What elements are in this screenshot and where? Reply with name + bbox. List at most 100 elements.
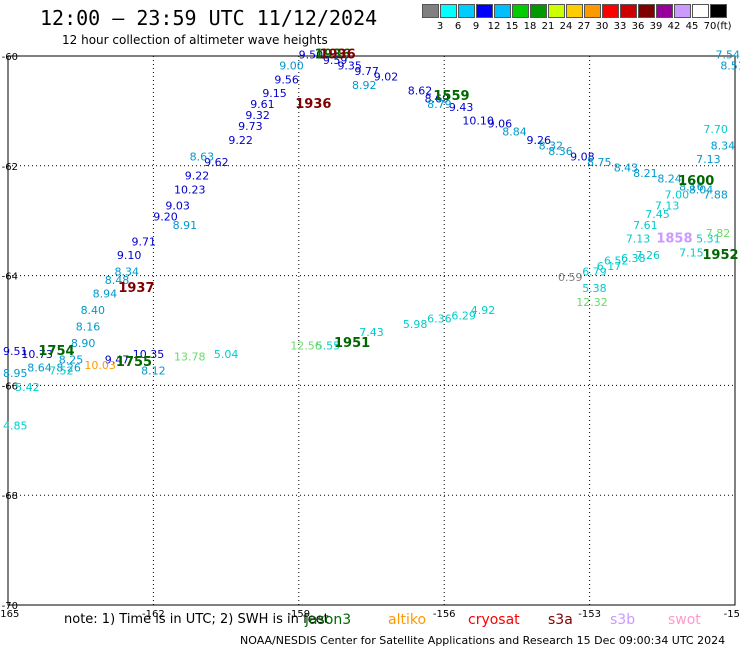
wave-height-label: 9.62 <box>204 156 229 169</box>
wave-height-label: 7.43 <box>359 326 384 339</box>
wave-height-label: 9.71 <box>131 235 156 248</box>
pass-time-label: 1937 <box>118 281 154 296</box>
wave-height-label: 13.78 <box>174 351 206 364</box>
legend-label: 18 <box>523 21 537 32</box>
wave-height-label: 8.24 <box>657 172 682 185</box>
y-tick-label: -68 <box>2 491 18 502</box>
legend-swatch <box>620 4 637 18</box>
wave-height-label: 5.38 <box>582 282 607 295</box>
wave-height-label: 9.50 <box>299 49 324 62</box>
wave-height-label: 6.79 <box>582 266 607 279</box>
wave-height-label: 8.90 <box>71 337 96 350</box>
pass-time-label: 1559 <box>433 89 469 104</box>
wave-height-label: 7.15 <box>679 246 704 259</box>
wave-height-label: 9.73 <box>238 120 263 133</box>
wave-height-label: 4.85 <box>3 419 28 432</box>
legend-swatch <box>656 4 673 18</box>
wave-height-label: 9.22 <box>228 134 253 147</box>
wave-height-label: 6.38 <box>621 252 646 265</box>
wave-height-label: 8.95 <box>3 367 28 380</box>
wave-height-label: 9.20 <box>153 211 178 224</box>
pass-time-label: 1951 <box>334 336 370 351</box>
wave-height-label: 6.17 <box>597 260 622 273</box>
pass-time-label: 1754 <box>38 344 74 359</box>
pass-time-label: 1936 <box>295 97 331 112</box>
legend-swatch <box>476 4 493 18</box>
wave-height-label: 9.77 <box>354 65 379 78</box>
wave-height-label: 8.21 <box>633 167 658 180</box>
color-legend: 3 6 9 12 15 18 21 24 27 30 33 36 39 42 45 70 (ft) <box>422 4 732 32</box>
legend-swatch <box>440 4 457 18</box>
wave-height-label: 8.91 <box>173 219 198 232</box>
wave-height-label: 7.26 <box>636 249 661 262</box>
y-tick-label: -66 <box>2 381 18 392</box>
wave-height-label: 7.54 <box>715 49 740 62</box>
wave-height-label: 8.12 <box>141 364 166 377</box>
legend-swatch <box>494 4 511 18</box>
legend-swatch <box>548 4 565 18</box>
wave-height-label: 12.56 <box>290 340 322 353</box>
wave-height-label: 8.04 <box>689 183 714 196</box>
wave-height-label: 5.98 <box>403 318 428 331</box>
legend-label: 21 <box>541 21 555 32</box>
wave-height-label: 8.92 <box>352 79 377 92</box>
x-tick-label: -153 <box>578 609 601 620</box>
wave-height-label: 9.51 <box>3 345 28 358</box>
legend-swatch <box>530 4 547 18</box>
x-tick-label: -159 <box>287 609 310 620</box>
wave-height-label: 8.36 <box>548 145 573 158</box>
legend-swatch <box>566 4 583 18</box>
legend-swatch <box>422 4 439 18</box>
wave-height-label: 7.13 <box>626 233 651 246</box>
legend-label: 24 <box>559 21 573 32</box>
legend-label: 12 <box>487 21 501 32</box>
legend-swatch <box>458 4 475 18</box>
pass-time-label: 1755 <box>116 355 152 370</box>
wave-height-label: 5.31 <box>696 233 721 246</box>
wave-height-label: 9.32 <box>245 109 270 122</box>
wave-height-label: 9.26 <box>526 134 551 147</box>
wave-height-label: 12.32 <box>576 296 608 309</box>
y-tick-label: -64 <box>2 272 18 283</box>
legend-label: 3 <box>436 21 444 32</box>
wave-height-label: 10.10 <box>462 115 494 128</box>
wave-height-label: 5.42 <box>15 381 40 394</box>
legend-label: 70 <box>703 21 717 32</box>
wave-height-label: 8.48 <box>105 274 130 287</box>
wave-height-label: 7.00 <box>665 189 690 202</box>
wave-height-label: 8.25 <box>59 353 84 366</box>
legend-swatch <box>710 4 727 18</box>
satellite-legend-item: jason3 <box>305 612 352 628</box>
wave-height-label: 9.10 <box>117 249 142 262</box>
satellite-legend-item: altiko <box>388 612 427 628</box>
wave-height-label: 9.08 <box>570 150 595 163</box>
legend-swatch <box>602 4 619 18</box>
wave-height-label: 8.16 <box>76 321 101 334</box>
wave-height-label: 8.26 <box>56 362 81 375</box>
legend-label: 33 <box>613 21 627 32</box>
satellite-legend-item: s3b <box>610 612 636 628</box>
pass-time-label: 1952 <box>702 248 738 263</box>
wave-height-label: 5.04 <box>214 348 239 361</box>
satellite-legend-item: cryosat <box>468 612 520 628</box>
wave-height-label: 10.73 <box>21 348 53 361</box>
credit-line: NOAA/NESDIS Center for Satellite Applica… <box>240 634 726 647</box>
wave-height-label: 9.59 <box>323 54 348 67</box>
legend-label: 30 <box>595 21 609 32</box>
legend-swatch <box>692 4 709 18</box>
legend-label: 45 <box>685 21 699 32</box>
wave-height-label: 9.03 <box>165 200 190 213</box>
wave-height-label: 6.36 <box>427 312 452 325</box>
wave-height-label: 7.82 <box>706 227 731 240</box>
wave-height-label: 9.06 <box>488 117 513 130</box>
wave-height-label: 7.88 <box>703 189 728 202</box>
pass-time-label: 1936 <box>319 48 355 63</box>
wave-height-label: 9.15 <box>262 87 287 100</box>
wave-height-label: 8.79 <box>427 98 452 111</box>
pass-time-label: 1858 <box>656 232 692 247</box>
pass-time-label: 1936 <box>315 48 351 63</box>
wave-height-label: 9.02 <box>374 71 399 84</box>
legend-label: 15 <box>505 21 519 32</box>
wave-height-label: 8.51 <box>720 60 740 73</box>
